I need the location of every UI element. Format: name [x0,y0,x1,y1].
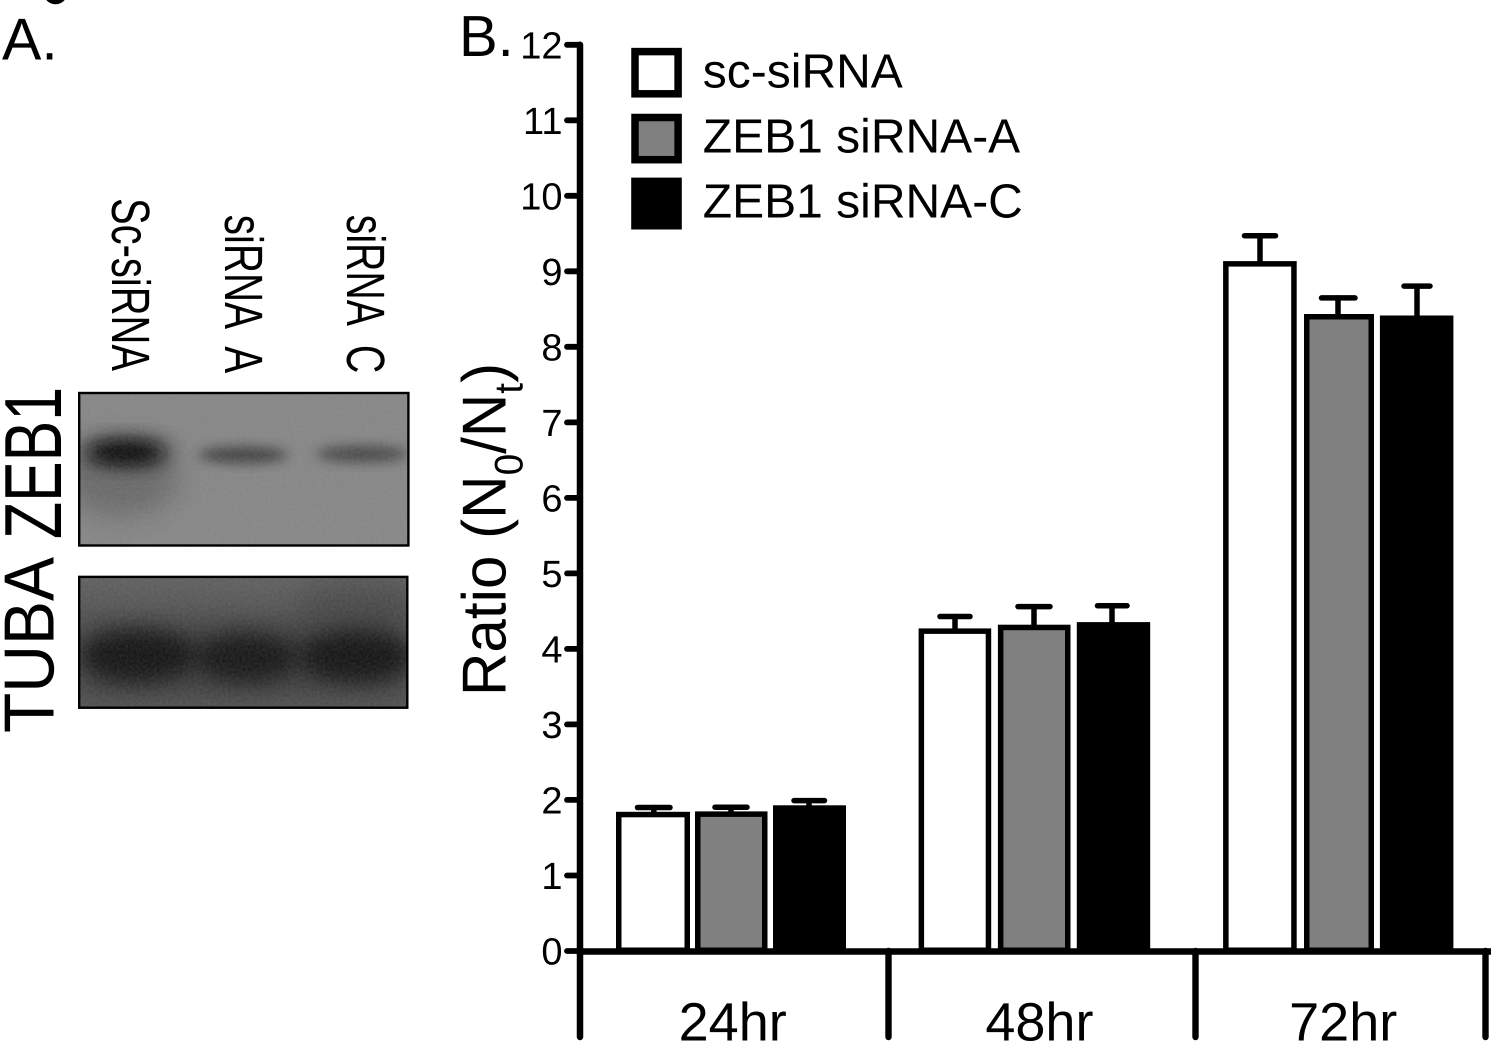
svg-text:5: 5 [541,554,562,596]
svg-text:12: 12 [520,25,562,67]
svg-text:4: 4 [541,629,562,671]
svg-text:2: 2 [541,780,562,822]
svg-text:1: 1 [541,856,562,898]
svg-text:9: 9 [541,252,562,294]
svg-text:Ratio (N0/Nt): Ratio (N0/Nt) [451,363,532,696]
svg-text:siRNA C: siRNA C [335,215,395,374]
svg-text:sc-siRNA: sc-siRNA [703,46,903,99]
svg-text:48hr: 48hr [985,992,1093,1048]
svg-text:ZEB1 siRNA-C: ZEB1 siRNA-C [703,176,1023,229]
svg-text:0: 0 [541,932,562,974]
svg-text:72hr: 72hr [1289,992,1397,1048]
svg-text:6: 6 [541,478,562,520]
svg-text:3: 3 [541,705,562,747]
svg-text:24hr: 24hr [679,992,787,1048]
svg-text:A.: A. [2,7,58,73]
svg-text:siRNA A: siRNA A [213,215,273,374]
svg-text:11: 11 [523,101,562,143]
svg-text:7: 7 [541,403,562,445]
svg-text:B.: B. [459,4,514,69]
svg-text:ZEB1 siRNA-A: ZEB1 siRNA-A [703,110,1020,163]
svg-text:10: 10 [520,176,562,218]
svg-text:TUBA: TUBA [0,556,70,733]
svg-text:8: 8 [541,327,562,369]
svg-text:ZEB1: ZEB1 [0,387,79,539]
svg-text:Sc-siRNA: Sc-siRNA [100,198,160,371]
